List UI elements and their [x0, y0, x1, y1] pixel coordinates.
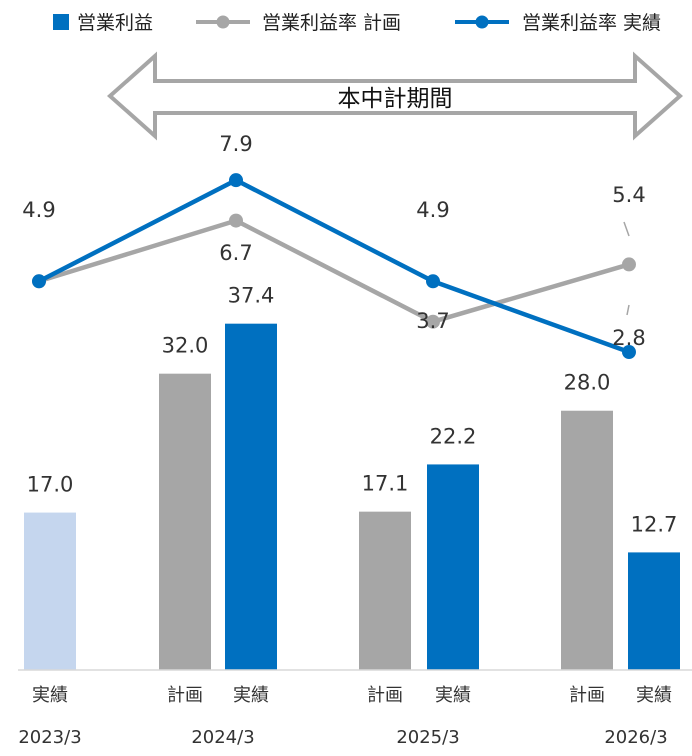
category-label: 実績	[435, 685, 471, 706]
bar-value-label: 22.2	[430, 424, 477, 448]
line-series-group: 6.7 3.7 5.4 4.9 7.9 4.9 2.8	[22, 132, 646, 360]
data-point	[426, 274, 440, 289]
category-label: 計画	[569, 685, 605, 706]
category-label: 実績	[32, 685, 68, 706]
bar-value-label: 17.1	[362, 472, 409, 496]
bar	[359, 511, 411, 670]
legend: 営業利益 営業利益率 計画 営業利益率 実績	[53, 12, 661, 34]
series-plan-margin: 6.7 3.7 5.4	[32, 183, 646, 333]
line-value-label: 3.7	[416, 309, 449, 333]
data-point	[426, 314, 440, 329]
year-label: 2025/3	[396, 727, 459, 748]
data-point	[622, 257, 636, 272]
line-value-label: 6.7	[219, 241, 252, 265]
category-label: 実績	[233, 685, 269, 706]
bar	[628, 552, 680, 670]
line-value-label: 7.9	[219, 132, 252, 156]
year-label: 2023/3	[18, 727, 81, 748]
bar	[24, 512, 76, 670]
bar-value-label: 32.0	[162, 334, 209, 358]
plan-period-label: 本中計期間	[338, 86, 453, 112]
bar-series-operating-profit: 17.0 32.0 37.4 17.1 22.2 28.0 12.7	[24, 284, 680, 670]
line-value-label: 4.9	[22, 198, 55, 222]
data-point	[229, 213, 243, 228]
double-arrow-icon	[106, 51, 684, 141]
legend-swatch-operating-profit	[53, 14, 69, 30]
bar	[159, 373, 211, 670]
bar	[225, 323, 277, 670]
line-value-label: 2.8	[612, 326, 645, 350]
series-line	[38, 218, 630, 324]
data-point	[229, 173, 243, 188]
legend-label: 営業利益率 計画	[262, 12, 401, 34]
legend-label: 営業利益率 実績	[522, 12, 661, 34]
legend-line-plan	[196, 15, 250, 29]
category-label: 計画	[167, 685, 203, 706]
leader-line	[623, 221, 630, 237]
series-line	[37, 177, 630, 355]
bar	[427, 464, 479, 670]
category-label: 計画	[367, 685, 403, 706]
bar-value-label: 37.4	[228, 284, 275, 308]
legend-line-actual	[455, 15, 509, 29]
plan-period-banner: 本中計期間	[106, 51, 684, 141]
series-actual-margin: 4.9 7.9 4.9 2.8	[22, 132, 646, 360]
data-point	[622, 345, 636, 360]
year-label: 2024/3	[191, 727, 254, 748]
line-value-label: 4.9	[416, 198, 449, 222]
line-value-label: 5.4	[612, 183, 645, 207]
category-label: 実績	[636, 685, 672, 706]
bar-value-label: 28.0	[564, 371, 611, 395]
x-axis-category-labels: 実績 計画 実績 計画 実績 計画 実績 2023/3 2024/3 2025/3 2026/3	[18, 685, 672, 748]
year-label: 2026/3	[604, 727, 667, 748]
legend-label: 営業利益	[77, 12, 153, 34]
bar	[561, 410, 613, 670]
leader-line	[626, 304, 630, 316]
data-point	[32, 274, 46, 289]
bar-value-label: 17.0	[27, 473, 74, 497]
bar-value-label: 12.7	[631, 512, 678, 536]
